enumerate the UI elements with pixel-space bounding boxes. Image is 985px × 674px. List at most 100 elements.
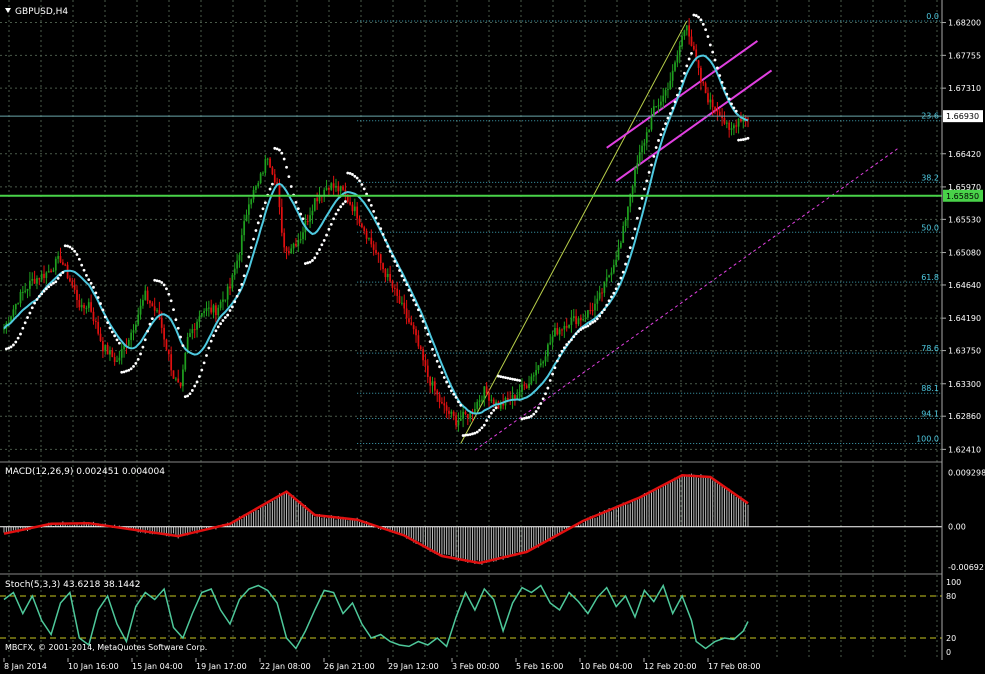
candle-body — [313, 198, 316, 211]
candle-body — [137, 314, 140, 325]
sar-dot — [654, 146, 658, 149]
sar-dot — [355, 176, 359, 180]
sar-dot — [66, 244, 69, 248]
candle-body — [130, 332, 133, 340]
sar-dot — [650, 163, 653, 167]
sar-dot — [711, 50, 715, 54]
sar-dot — [504, 376, 507, 380]
sar-dot — [52, 281, 55, 285]
support-trendline — [474, 147, 899, 451]
candle-body — [525, 385, 528, 389]
candle-body — [231, 274, 234, 289]
candle-body — [570, 318, 573, 325]
sar-dot — [289, 185, 293, 188]
sar-dot — [311, 259, 314, 262]
sar-dot — [233, 300, 237, 304]
time-tick-label: 15 Jan 04:00 — [132, 662, 183, 671]
sar-dot — [555, 359, 559, 363]
stoch-tick-label: 20 — [946, 634, 956, 643]
sar-dot — [591, 320, 595, 324]
candle-body — [497, 401, 500, 409]
candle-body — [502, 402, 505, 406]
candle-body — [26, 288, 29, 291]
sar-dot — [426, 332, 430, 336]
sar-dot — [254, 229, 258, 232]
candle-body — [151, 303, 154, 307]
candle-body — [207, 307, 210, 309]
candle-body — [589, 310, 592, 312]
candle-body — [657, 105, 660, 107]
sar-dot — [223, 316, 227, 319]
sar-dot — [713, 58, 717, 62]
candle-body — [721, 115, 723, 119]
sar-dot — [153, 278, 157, 282]
candle-body — [250, 199, 253, 205]
candle-body — [191, 329, 194, 334]
candle-body — [401, 302, 403, 304]
candle-body — [426, 365, 429, 378]
channel-lower-line — [615, 69, 773, 182]
candle-body — [360, 223, 363, 228]
candle-body — [203, 311, 206, 313]
candle-body — [384, 269, 387, 278]
candle-body — [702, 82, 705, 84]
sar-dot — [598, 314, 602, 318]
sar-dot — [454, 395, 458, 399]
macd-tick-label: 0.009298 — [948, 468, 985, 477]
candle-body — [189, 333, 191, 337]
candle-body — [106, 344, 109, 355]
sar-dot — [692, 13, 696, 17]
horizontal-level: 1.65850 1.66930 — [0, 110, 983, 202]
candle-body — [247, 204, 250, 215]
sar-dot — [259, 214, 263, 218]
candle-body — [466, 414, 469, 419]
price-tick-label: 1.65080 — [948, 249, 981, 258]
candle-body — [558, 329, 561, 335]
sar-dot — [4, 347, 8, 351]
sar-dot — [63, 244, 67, 248]
sar-dot — [228, 309, 232, 312]
candle-body — [386, 273, 389, 278]
candle-body — [71, 281, 74, 286]
sar-dot — [612, 291, 616, 295]
candle-body — [262, 172, 264, 174]
sar-dot — [87, 278, 91, 282]
level-price-tag — [943, 189, 983, 202]
candle-body — [700, 67, 702, 83]
sar-dot — [657, 139, 660, 142]
fib-level-label: 0.0 — [926, 12, 939, 21]
sar-dot — [169, 299, 173, 303]
fib-level-label: 100.0 — [916, 434, 939, 443]
sar-dot — [56, 276, 60, 280]
sar-dot — [690, 52, 693, 55]
candle-body — [153, 306, 156, 311]
candle-body — [643, 142, 646, 146]
sar-dot — [508, 377, 512, 381]
sar-dot — [249, 246, 253, 250]
sar-dot — [522, 416, 526, 420]
time-tick-label: 5 Feb 16:00 — [516, 662, 563, 671]
candle-body — [229, 286, 231, 289]
candle-body — [459, 418, 462, 421]
candle-body — [389, 273, 392, 282]
candle-body — [21, 291, 24, 293]
sar-dot — [320, 243, 324, 247]
price-tick-label: 1.64190 — [948, 314, 981, 323]
candle-body — [36, 278, 38, 284]
candle-body — [488, 393, 490, 401]
sar-dot — [162, 283, 166, 287]
macd-signal-line — [3, 474, 749, 565]
sar-dot — [136, 358, 140, 361]
sar-dot — [419, 314, 423, 318]
sar-dot — [205, 354, 208, 357]
stoch-tick-label: 100 — [946, 578, 961, 587]
candle-body — [490, 399, 493, 401]
candle-body — [652, 106, 655, 117]
candle-body — [306, 221, 309, 223]
sar-dot — [362, 187, 366, 191]
candle-body — [662, 95, 665, 102]
candle-body — [408, 318, 410, 323]
trendlines[interactable] — [460, 20, 899, 451]
sar-dot — [633, 227, 637, 231]
